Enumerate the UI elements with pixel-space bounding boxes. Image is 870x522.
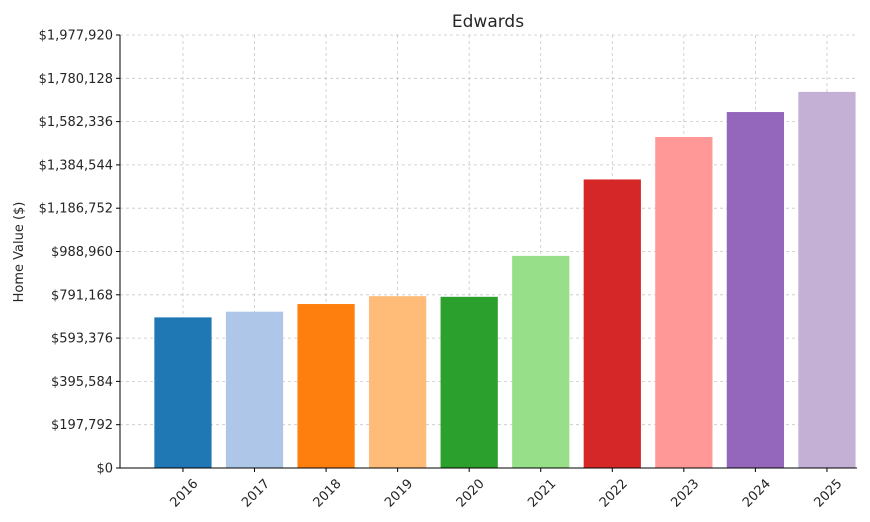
y-tick-label: $1,780,128 [39, 72, 113, 87]
x-tick-label: 2016 [167, 477, 201, 511]
x-tick-label: 2021 [525, 477, 559, 511]
bar-2021 [512, 255, 570, 468]
x-tick-label: 2022 [597, 477, 631, 511]
y-tick-label: $0 [96, 462, 113, 477]
x-tick-label: 2018 [311, 477, 345, 511]
bar-2018 [297, 304, 355, 468]
bars [154, 91, 856, 469]
x-tick-label: 2020 [454, 477, 488, 511]
bar-2017 [225, 311, 284, 468]
x-tick-label: 2025 [811, 477, 845, 511]
y-tick-label: $197,792 [51, 418, 113, 433]
y-tick-label: $1,582,336 [39, 115, 113, 130]
bar-2022 [583, 179, 641, 469]
axes [116, 34, 857, 472]
y-tick-label: $395,584 [51, 375, 113, 390]
x-tick-label: 2023 [668, 477, 702, 511]
bar-2024 [726, 112, 785, 469]
x-tick-labels: 2016 2017 2018 2019 2020 2021 2022 2023 2024 2025 [167, 477, 845, 511]
y-tick-label: $1,186,752 [39, 202, 113, 217]
bar-2019 [369, 296, 427, 468]
y-axis-label: Home Value ($) [12, 202, 27, 303]
y-tick-label: $1,977,920 [39, 29, 113, 44]
x-tick-label: 2019 [382, 477, 416, 511]
y-tick-label: $593,376 [51, 332, 113, 347]
chart-title: Edwards [452, 12, 524, 32]
bar-2020 [440, 296, 498, 468]
x-tick-label: 2017 [239, 477, 273, 511]
bar-2025 [798, 91, 856, 468]
bar-2016 [154, 317, 212, 468]
y-tick-label: $791,168 [51, 288, 113, 303]
x-tick-label: 2024 [740, 477, 774, 511]
y-tick-label: $988,960 [51, 245, 113, 260]
bar-2023 [655, 136, 713, 468]
y-tick-labels: $0 $197,792 $395,584 $593,376 $791,168 $988,9… [39, 29, 113, 477]
y-tick-label: $1,384,544 [39, 158, 113, 173]
